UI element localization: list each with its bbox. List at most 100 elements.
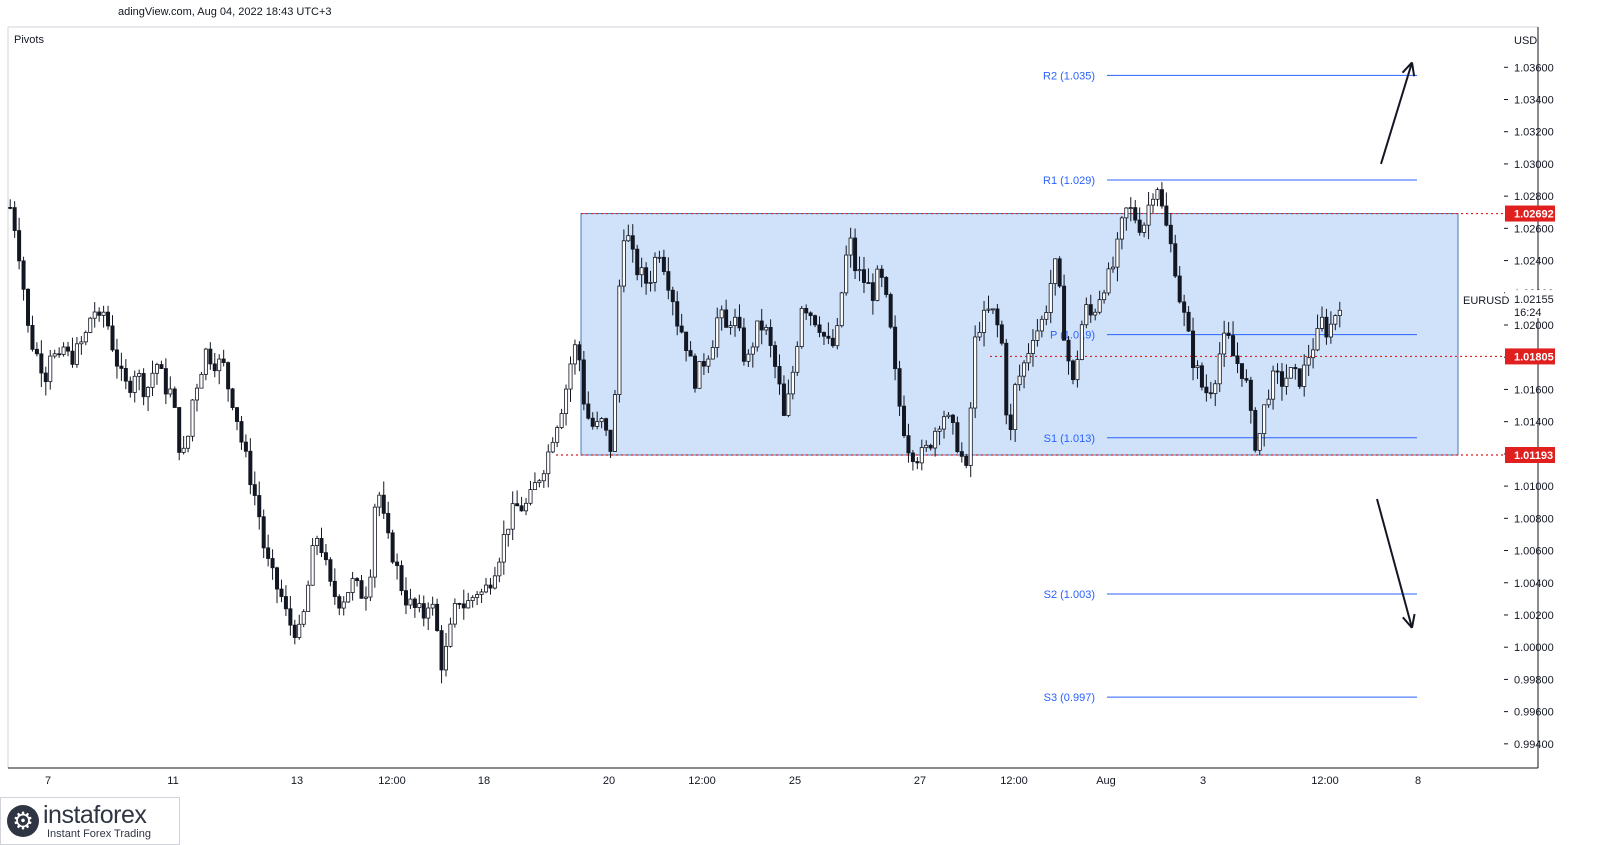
candle-body — [581, 359, 586, 405]
candle-body — [1257, 433, 1262, 451]
x-tick-label: Aug — [1096, 775, 1116, 787]
candle-body — [759, 320, 764, 331]
candle-body — [128, 380, 133, 393]
candle-body — [612, 394, 617, 452]
candle-body — [755, 320, 760, 348]
candle-body — [781, 383, 786, 416]
candle-body — [884, 277, 889, 295]
candle-body — [252, 484, 257, 496]
candle-body — [1048, 283, 1053, 313]
candle-body — [977, 332, 982, 338]
candle-body — [1271, 370, 1276, 400]
y-axis[interactable]: USD 1.03600 1.03400 1.03200 1.03000 1.02800 1.… — [1463, 35, 1555, 751]
candle-body — [1333, 315, 1338, 325]
y-tick-label: 1.02600 — [1514, 223, 1554, 235]
candle-body — [1248, 379, 1253, 411]
y-tick-label: 1.02800 — [1514, 191, 1554, 203]
candle-body — [1008, 414, 1013, 430]
candle-body — [1137, 219, 1142, 233]
candle-body — [1030, 340, 1035, 354]
x-tick-label: 27 — [914, 775, 926, 787]
pivot-label: R2 (1.035) — [1043, 70, 1095, 82]
candle-body — [168, 388, 173, 395]
candle-body — [132, 375, 137, 393]
candle-body — [572, 344, 577, 365]
candle-body — [114, 349, 119, 367]
candle-body — [924, 444, 929, 449]
candle-body — [697, 361, 702, 389]
x-axis[interactable]: 7 11 13 12:00 18 20 12:00 25 27 12:00 Aug 3 12:00 8 — [45, 775, 1421, 787]
candle-body — [1266, 398, 1271, 406]
candle-body — [715, 317, 720, 348]
candle-body — [226, 362, 231, 390]
candle-body — [372, 506, 377, 578]
candle-body — [346, 592, 351, 603]
y-tick-label: 1.02000 — [1514, 320, 1554, 332]
candle-body — [395, 561, 400, 566]
y-tick-label: 1.01000 — [1514, 481, 1554, 493]
candle-body — [1319, 316, 1324, 329]
candle-body — [261, 516, 266, 549]
candle-body — [639, 267, 644, 276]
candle-body — [1293, 367, 1298, 370]
candle-body — [12, 207, 17, 231]
candle-body — [386, 512, 391, 534]
candle-body — [390, 532, 395, 563]
candle-body — [430, 603, 435, 609]
candle-body — [74, 343, 79, 365]
candle-body — [604, 418, 609, 431]
candle-body — [101, 311, 106, 316]
candle-body — [26, 288, 31, 326]
candle-body — [741, 327, 746, 362]
candle-body — [1337, 309, 1342, 316]
candle-body — [617, 285, 622, 395]
candle-body — [684, 331, 689, 351]
candle-body — [999, 324, 1004, 344]
candle-body — [1279, 371, 1284, 387]
candle-body — [1182, 301, 1187, 313]
candle-body — [163, 368, 168, 395]
countdown-label: 16:24 — [1514, 307, 1542, 319]
last-price-label: 1.02155 — [1514, 294, 1554, 306]
candle-body — [546, 451, 551, 475]
candle-body — [888, 294, 893, 328]
candle-body — [1066, 339, 1071, 362]
candle-body — [43, 372, 48, 383]
candle-body — [857, 269, 862, 272]
candle-body — [279, 588, 284, 597]
x-tick-label: 13 — [291, 775, 303, 787]
candle-body — [119, 365, 124, 369]
candle-body — [1026, 353, 1031, 364]
candle-body — [52, 353, 57, 357]
pivot-layer: R2 (1.035) R1 (1.029) P (1.019) S1 (1.013) S… — [1043, 70, 1417, 704]
candle-body — [599, 418, 604, 423]
indicator-label[interactable]: Pivots — [14, 34, 44, 46]
candle-body — [866, 282, 871, 284]
candle-body — [524, 502, 529, 512]
candle-body — [1302, 364, 1307, 387]
x-tick-label: 8 — [1415, 775, 1421, 787]
candle-body — [21, 260, 26, 290]
candle-body — [1133, 207, 1138, 221]
candle-body — [439, 630, 444, 671]
candle-body — [479, 591, 484, 595]
candle-body — [323, 552, 328, 561]
brand-name: instaforex — [43, 801, 147, 829]
candle-body — [790, 371, 795, 395]
last-price-tag — [1505, 290, 1555, 319]
candle-body — [1217, 353, 1222, 385]
candle-body — [986, 308, 991, 311]
candle-body — [319, 538, 324, 554]
candle-body — [79, 341, 84, 345]
candle-body — [368, 576, 373, 598]
candle-body — [964, 455, 969, 466]
candle-body — [484, 584, 489, 593]
candle-body — [995, 308, 1000, 326]
candle-body — [910, 452, 915, 462]
gear-icon: ⚙ — [7, 805, 39, 837]
arrow-layer — [1376, 61, 1416, 629]
candle-body — [1288, 367, 1293, 379]
candle-body — [1231, 335, 1236, 357]
candle-body — [461, 603, 466, 609]
